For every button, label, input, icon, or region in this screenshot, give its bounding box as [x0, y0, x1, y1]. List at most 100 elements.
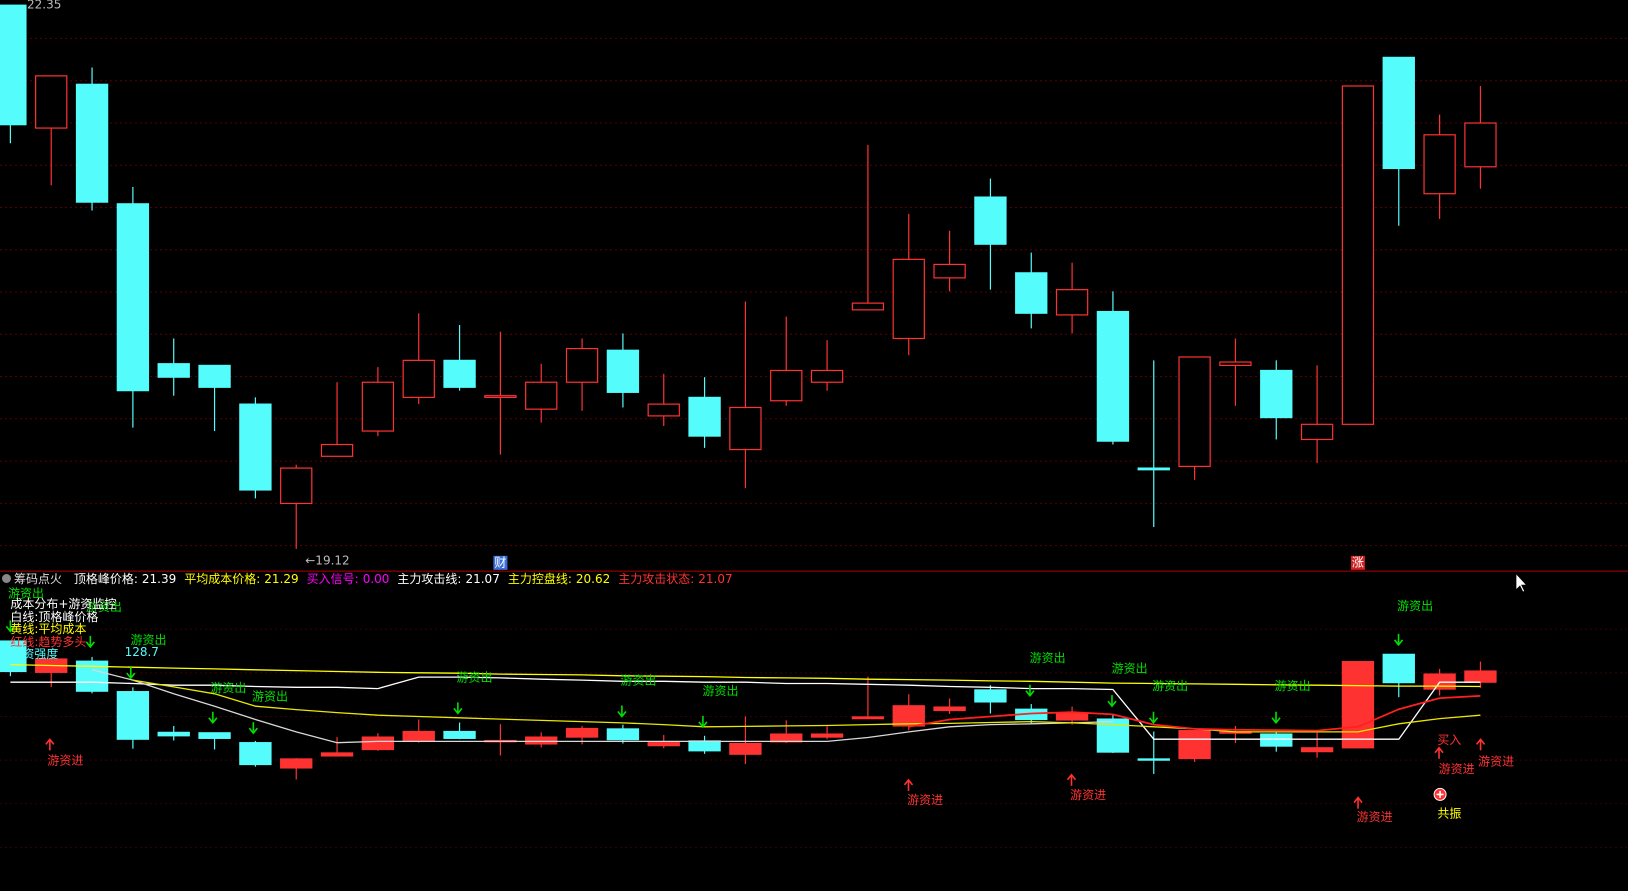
indicator-header: 筹码点火 顶格峰价格: 21.39 平均成本价格: 21.29 买入信号: 0.00 主力攻…	[0, 571, 741, 587]
signal-arrow-down	[248, 722, 258, 735]
candle-body	[443, 359, 476, 388]
indicator-title: 筹码点火	[14, 572, 63, 586]
candle-body	[198, 732, 231, 739]
candle-body	[851, 302, 885, 311]
annotation: 游资出	[8, 587, 44, 601]
candle-body	[361, 736, 395, 751]
candle-body	[1096, 310, 1130, 442]
event-marker-box	[493, 555, 508, 570]
signal-arrow-down	[1025, 684, 1035, 698]
signal-arrow-up	[1475, 738, 1486, 751]
annotation: 游资进	[47, 754, 83, 768]
candle-body	[1300, 747, 1334, 753]
candle-body	[157, 731, 190, 737]
candle-body	[484, 395, 517, 398]
candle-body	[280, 758, 313, 769]
candle-body	[157, 363, 190, 378]
indicator-line	[908, 695, 1481, 732]
indicator-line	[132, 679, 1481, 733]
signal-arrow-up	[45, 738, 55, 751]
max-marker: 22.35	[27, 0, 61, 12]
candle-body	[239, 742, 272, 766]
event-marker-box	[1350, 555, 1365, 570]
candle-body	[851, 716, 885, 720]
annotation: 游资出	[456, 671, 492, 685]
strength-value: 128.7	[124, 644, 159, 659]
annotation: 游资进	[907, 793, 943, 807]
signal-arrow-down	[126, 667, 136, 680]
annotation: 共振	[1437, 807, 1461, 821]
annotation: 游资进	[1439, 762, 1475, 776]
candle-body	[1382, 56, 1415, 170]
candle-body	[770, 733, 803, 743]
candle-body	[198, 364, 231, 388]
annotation: 游资出	[86, 600, 122, 614]
signal-arrow-down	[85, 635, 95, 649]
header-label: 买入信号:	[306, 572, 359, 586]
legend-note: 黄线:平均成本	[10, 622, 87, 637]
candle-body	[974, 689, 1007, 703]
candle-body	[0, 4, 27, 126]
candle-body	[729, 742, 762, 755]
candle-body	[1137, 467, 1170, 471]
annotation: 游资进	[1070, 788, 1106, 802]
indicator-line	[91, 669, 1113, 744]
candle-body	[1341, 85, 1375, 425]
candle-body	[1341, 661, 1375, 749]
header-label: 主力攻击线:	[397, 572, 462, 586]
signal-arrow-down	[1393, 633, 1404, 647]
signal-arrow-down	[1148, 711, 1159, 725]
header-value: 0.00	[362, 572, 390, 586]
event-marker: 财	[494, 555, 506, 569]
annotation: 游资出	[1030, 651, 1066, 665]
candle-body	[116, 203, 150, 392]
legend-note: 游资强度	[10, 647, 59, 661]
candle-body	[892, 258, 925, 340]
candle-body	[688, 396, 721, 437]
signal-arrow-up	[1066, 773, 1077, 786]
annotation: 游资进	[1478, 755, 1514, 769]
candle-body	[647, 742, 680, 747]
signal-arrow-down	[5, 620, 16, 633]
candle-body	[116, 691, 150, 740]
annotation: 游资出	[1275, 679, 1311, 693]
candle-body	[1015, 272, 1048, 314]
candle-body	[606, 349, 640, 393]
header-value: 21.39	[141, 572, 177, 586]
low-marker: ←19.12	[305, 553, 349, 567]
candle-body	[1464, 670, 1497, 683]
candle-body	[1260, 369, 1293, 419]
signal-arrow-down	[1107, 695, 1117, 708]
candle-body	[320, 443, 354, 457]
annotation: 游资出	[1397, 599, 1433, 613]
candle-body	[525, 736, 558, 745]
candle-body	[280, 467, 313, 505]
header-value: 21.07	[698, 572, 733, 586]
resonance-icon-plus	[1436, 790, 1444, 798]
indicator-line	[10, 676, 1481, 740]
candle-body	[565, 347, 599, 383]
candle-body	[565, 727, 599, 738]
candle-body	[892, 705, 925, 727]
signal-arrow-down	[453, 702, 463, 715]
candle-body	[1382, 653, 1415, 684]
candle-body	[239, 403, 272, 491]
candle-body	[1055, 712, 1089, 721]
candle-body	[320, 752, 354, 757]
legend-note: 成本分布+游资监控	[10, 597, 117, 612]
legend-note: 红线:趋势多头	[10, 634, 87, 649]
indicator-line	[10, 663, 1481, 688]
header-value: 21.29	[264, 572, 299, 586]
candle-body	[606, 728, 640, 741]
signal-arrow-up	[1434, 746, 1444, 759]
legend-note: 白线:顶格峰价格	[10, 609, 99, 624]
candle-body	[1055, 289, 1089, 316]
candle-body	[688, 740, 721, 752]
signal-arrow-up	[903, 778, 914, 791]
signal-arrow-down	[617, 705, 627, 718]
candle-body	[1178, 730, 1211, 760]
annotation: 游资进	[1357, 810, 1393, 824]
candle-body	[0, 640, 27, 673]
header-value: 21.07	[465, 572, 500, 586]
header-label: 平均成本价格:	[184, 572, 261, 586]
